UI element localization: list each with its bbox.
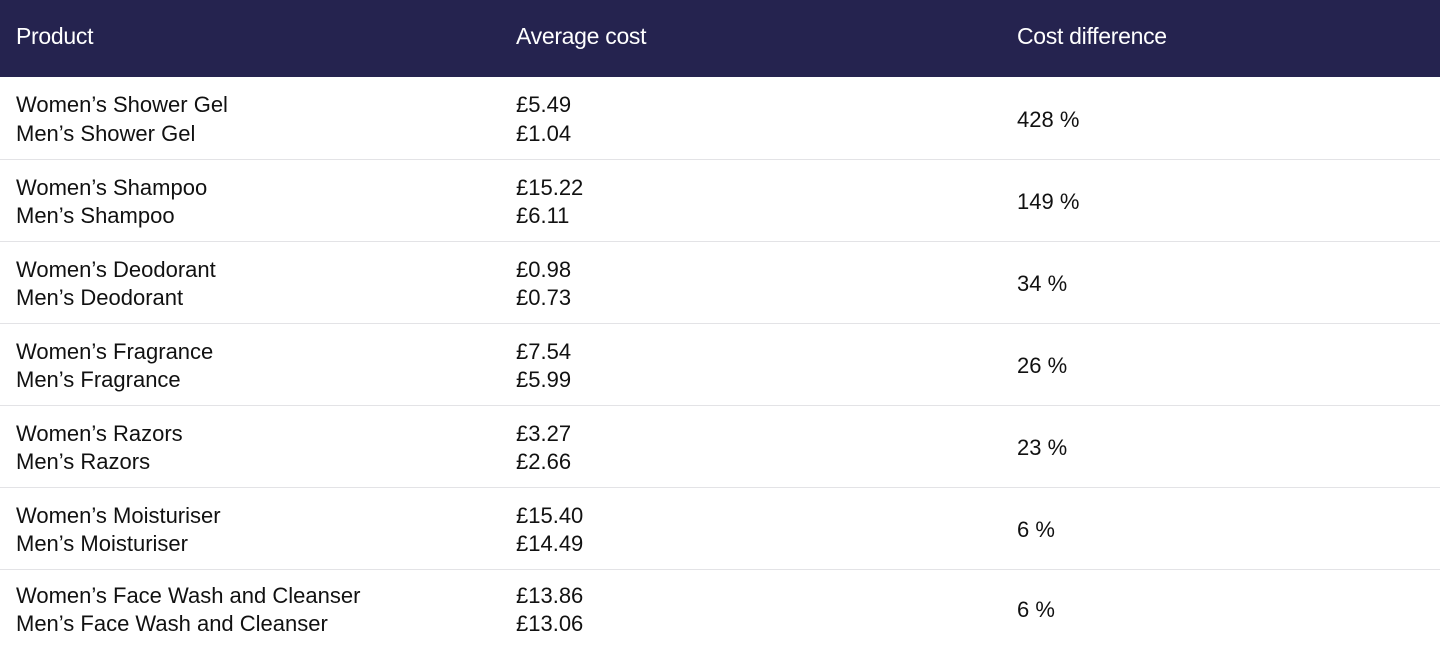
women-cost: £5.49 bbox=[516, 92, 572, 118]
women-product: Women’s Shower Gel bbox=[16, 92, 228, 118]
women-product: Women’s Moisturiser bbox=[16, 502, 221, 528]
average-cost-cell: £15.40 £14.49 bbox=[500, 487, 1001, 569]
men-product: Men’s Face Wash and Cleanser bbox=[16, 611, 328, 637]
women-cost: £15.22 bbox=[516, 174, 584, 200]
average-cost-cell: £3.27 £2.66 bbox=[500, 405, 1001, 487]
men-product: Men’s Fragrance bbox=[16, 367, 181, 392]
cost-difference-cell: 149 % bbox=[1001, 159, 1440, 241]
product-cell: Women’s Face Wash and Cleanser Men’s Fac… bbox=[0, 569, 500, 647]
table-row: Women’s Face Wash and Cleanser Men’s Fac… bbox=[0, 569, 1440, 647]
average-cost-cell: £5.49 £1.04 bbox=[500, 77, 1001, 159]
men-product: Men’s Shower Gel bbox=[16, 120, 196, 146]
men-product: Men’s Shampoo bbox=[16, 203, 175, 228]
men-cost: £13.06 bbox=[516, 611, 584, 637]
table-row: Women’s Shampoo Men’s Shampoo £15.22 £6.… bbox=[0, 159, 1440, 241]
product-cell: Women’s Shower Gel Men’s Shower Gel bbox=[0, 77, 500, 159]
men-cost: £1.04 bbox=[516, 120, 572, 146]
women-cost: £7.54 bbox=[516, 338, 572, 364]
cost-difference: 26 % bbox=[1017, 352, 1068, 378]
product-cell: Women’s Razors Men’s Razors bbox=[0, 405, 500, 487]
average-cost-cell: £0.98 £0.73 bbox=[500, 241, 1001, 323]
women-product: Women’s Face Wash and Cleanser bbox=[16, 582, 361, 608]
cost-difference-cell: 34 % bbox=[1001, 241, 1440, 323]
women-product: Women’s Razors bbox=[16, 420, 183, 446]
women-product: Women’s Shampoo bbox=[16, 174, 208, 200]
product-cell: Women’s Shampoo Men’s Shampoo bbox=[0, 159, 500, 241]
table-row: Women’s Razors Men’s Razors £3.27 £2.66 … bbox=[0, 405, 1440, 487]
cost-difference: 23 % bbox=[1017, 434, 1068, 460]
product-cell: Women’s Deodorant Men’s Deodorant bbox=[0, 241, 500, 323]
header-average-cost: Average cost bbox=[516, 23, 647, 49]
cost-difference-cell: 6 % bbox=[1001, 487, 1440, 569]
men-product: Men’s Deodorant bbox=[16, 285, 184, 310]
product-cell: Women’s Fragrance Men’s Fragrance bbox=[0, 323, 500, 405]
men-cost: £14.49 bbox=[516, 531, 584, 556]
cost-difference: 34 % bbox=[1017, 270, 1068, 296]
cost-difference: 149 % bbox=[1017, 188, 1080, 214]
men-cost: £2.66 bbox=[516, 449, 572, 474]
women-cost: £3.27 bbox=[516, 420, 572, 446]
cost-difference: 428 % bbox=[1017, 106, 1080, 132]
men-product: Men’s Moisturiser bbox=[16, 531, 188, 556]
women-product: Women’s Fragrance bbox=[16, 338, 214, 364]
cost-difference-cell: 26 % bbox=[1001, 323, 1440, 405]
table-row: Women’s Fragrance Men’s Fragrance £7.54 … bbox=[0, 323, 1440, 405]
average-cost-cell: £7.54 £5.99 bbox=[500, 323, 1001, 405]
men-product: Men’s Razors bbox=[16, 449, 151, 474]
table-row: Women’s Moisturiser Men’s Moisturiser £1… bbox=[0, 487, 1440, 569]
average-cost-cell: £15.22 £6.11 bbox=[500, 159, 1001, 241]
header-cost-difference: Cost difference bbox=[1017, 23, 1167, 49]
women-product: Women’s Deodorant bbox=[16, 256, 216, 282]
table-header-row: Product Average cost Cost difference bbox=[0, 0, 1440, 77]
table-row: Women’s Shower Gel Men’s Shower Gel £5.4… bbox=[0, 77, 1440, 159]
cost-difference-cell: 428 % bbox=[1001, 77, 1440, 159]
table-row: Women’s Deodorant Men’s Deodorant £0.98 … bbox=[0, 241, 1440, 323]
header-product: Product bbox=[16, 23, 94, 49]
cost-difference: 6 % bbox=[1017, 516, 1055, 542]
women-cost: £15.40 bbox=[516, 502, 584, 528]
cost-difference: 6 % bbox=[1017, 597, 1055, 622]
average-cost-cell: £13.86 £13.06 bbox=[500, 569, 1001, 647]
men-cost: £5.99 bbox=[516, 367, 572, 392]
men-cost: £6.11 bbox=[516, 203, 570, 228]
cost-difference-cell: 6 % bbox=[1001, 569, 1440, 647]
product-cell: Women’s Moisturiser Men’s Moisturiser bbox=[0, 487, 500, 569]
men-cost: £0.73 bbox=[516, 285, 572, 310]
cost-difference-cell: 23 % bbox=[1001, 405, 1440, 487]
women-cost: £0.98 bbox=[516, 256, 572, 282]
women-cost: £13.86 bbox=[516, 582, 584, 608]
